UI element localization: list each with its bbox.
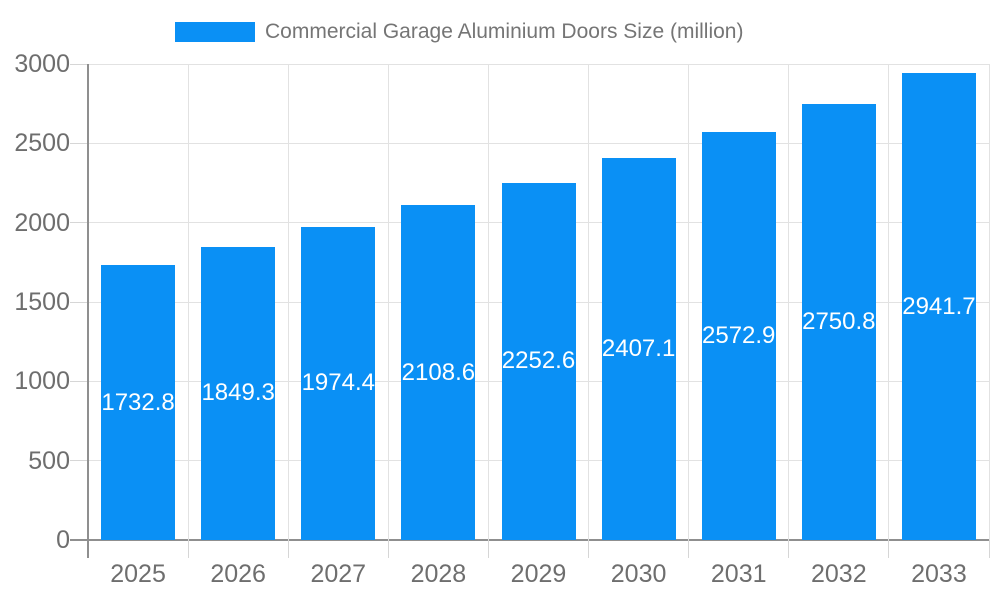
y-tick-label: 2500: [14, 129, 70, 158]
y-tick-mark: [70, 460, 88, 462]
x-tick-label: 2028: [410, 560, 467, 588]
v-gridline: [588, 64, 590, 540]
x-axis-line: [70, 539, 989, 541]
y-tick-label: 2000: [14, 208, 70, 237]
x-tick-mark: [888, 540, 890, 558]
v-gridline: [888, 64, 890, 540]
x-tick-label: 2029: [510, 560, 567, 588]
v-gridline: [688, 64, 690, 540]
v-gridline: [187, 64, 189, 540]
x-tick-mark: [588, 540, 590, 558]
y-tick-mark: [70, 380, 88, 382]
bar-2033[interactable]: [901, 73, 976, 540]
y-tick-mark: [70, 301, 88, 303]
bar-2026[interactable]: [201, 246, 276, 540]
x-tick-label: 2032: [811, 560, 867, 588]
x-tick-mark: [187, 540, 189, 558]
v-gridline: [788, 64, 790, 540]
bar-2027[interactable]: [301, 226, 376, 540]
x-tick-label: 2026: [210, 560, 266, 588]
x-tick-mark: [387, 540, 389, 558]
h-gridline: [88, 142, 989, 144]
h-gridline: [88, 63, 989, 65]
v-gridline: [988, 64, 990, 540]
y-axis-line: [87, 64, 89, 558]
legend-swatch: [175, 22, 255, 42]
x-tick-label: 2027: [310, 560, 367, 588]
bar-2031[interactable]: [701, 131, 776, 540]
bar-2028[interactable]: [401, 205, 476, 540]
y-tick-label: 3000: [14, 50, 70, 78]
bar-2030[interactable]: [601, 158, 676, 540]
x-tick-label: 2031: [710, 560, 767, 588]
y-tick-label: 0: [56, 526, 70, 554]
legend-label: Commercial Garage Aluminium Doors Size (…: [265, 20, 744, 43]
x-tick-mark: [287, 540, 289, 558]
y-tick-label: 500: [28, 446, 70, 475]
bar-2029[interactable]: [501, 182, 576, 540]
v-gridline: [487, 64, 489, 540]
x-tick-mark: [988, 540, 990, 558]
x-tick-label: 2030: [610, 560, 667, 588]
v-gridline: [387, 64, 389, 540]
bar-2032[interactable]: [801, 103, 876, 540]
y-tick-mark: [70, 222, 88, 224]
x-tick-label: 2025: [110, 560, 166, 588]
x-tick-mark: [788, 540, 790, 558]
x-tick-mark: [487, 540, 489, 558]
x-tick-mark: [688, 540, 690, 558]
bar-2025[interactable]: [101, 265, 176, 540]
y-tick-label: 1000: [14, 367, 70, 396]
y-tick-mark: [70, 142, 88, 144]
y-tick-mark: [70, 63, 88, 65]
v-gridline: [287, 64, 289, 540]
x-tick-label: 2033: [911, 560, 967, 588]
y-tick-label: 1500: [14, 288, 70, 316]
legend-item[interactable]: Commercial Garage Aluminium Doors Size (…: [175, 12, 743, 52]
